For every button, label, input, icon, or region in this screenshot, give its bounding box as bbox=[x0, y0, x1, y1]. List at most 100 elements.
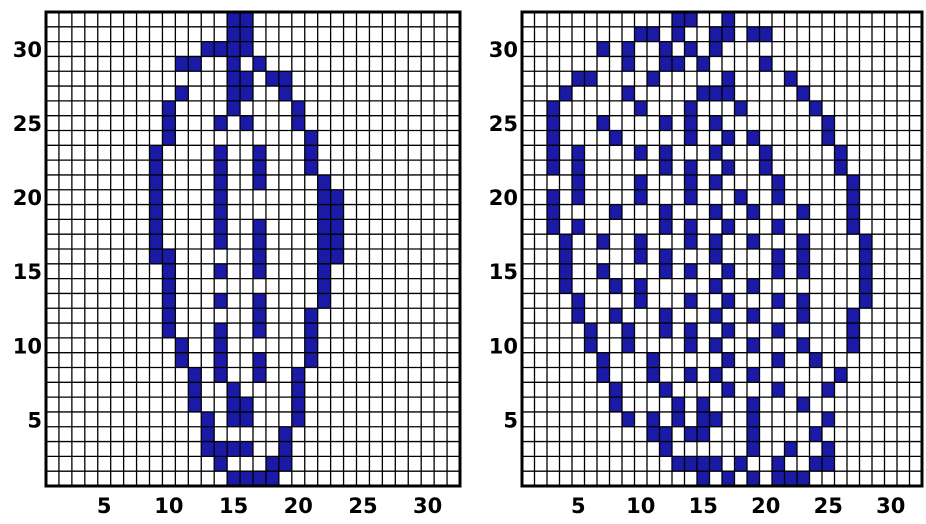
grid-cell bbox=[149, 189, 163, 205]
x-tick-label: 25 bbox=[348, 494, 377, 518]
grid-cell bbox=[547, 160, 560, 175]
grid-cell bbox=[697, 456, 710, 472]
grid-cell bbox=[784, 71, 797, 87]
grid-cell bbox=[847, 189, 860, 205]
grid-cell bbox=[330, 249, 344, 264]
grid-cell bbox=[722, 293, 735, 309]
grid-cell bbox=[709, 204, 722, 220]
grid-cell bbox=[697, 56, 710, 72]
grid-cell bbox=[709, 145, 722, 161]
grid-cell bbox=[162, 130, 176, 146]
grid-cell bbox=[201, 441, 215, 457]
grid-cell bbox=[214, 204, 228, 220]
grid-cell bbox=[162, 115, 176, 131]
grid-cell bbox=[659, 441, 672, 457]
grid-cell bbox=[822, 441, 835, 457]
grid-cell bbox=[201, 41, 215, 57]
grid-cell bbox=[278, 86, 292, 101]
grid-cell bbox=[747, 441, 760, 457]
grid-cell bbox=[697, 426, 710, 442]
grid-cell bbox=[317, 174, 331, 190]
x-tick-label: 10 bbox=[626, 494, 655, 518]
left-grid-chart-svg: 5 10 15 20 25 30 5 10 15 20 25 30 bbox=[13, 10, 462, 518]
grid-cell bbox=[659, 219, 672, 235]
grid-cell bbox=[227, 441, 241, 457]
grid-cell bbox=[253, 145, 266, 161]
grid-cell bbox=[547, 219, 560, 235]
grid-cell bbox=[709, 26, 722, 42]
grid-cell bbox=[772, 174, 785, 190]
grid-cell bbox=[709, 308, 722, 324]
grid-cell bbox=[622, 337, 635, 353]
grid-cell bbox=[253, 56, 266, 72]
grid-cell bbox=[672, 26, 685, 42]
grid-cell bbox=[597, 263, 610, 279]
x-tick-label: 5 bbox=[97, 494, 112, 518]
grid-cell bbox=[847, 337, 860, 353]
grid-cell bbox=[709, 234, 722, 249]
grid-cell bbox=[188, 56, 202, 72]
grid-cell bbox=[214, 367, 228, 383]
grid-cell bbox=[188, 367, 202, 383]
grid-cell bbox=[149, 145, 163, 161]
grid-cell bbox=[647, 411, 660, 427]
grid-cell bbox=[162, 249, 176, 264]
grid-cell bbox=[622, 41, 635, 57]
grid-cell bbox=[227, 26, 241, 42]
grid-cell bbox=[214, 441, 228, 457]
grid-cell bbox=[622, 86, 635, 101]
grid-cell bbox=[659, 204, 672, 220]
grid-cell bbox=[747, 471, 760, 486]
grid-cell bbox=[559, 86, 572, 101]
grid-cell bbox=[317, 189, 331, 205]
grid-cell bbox=[214, 219, 228, 235]
grid-cell bbox=[162, 100, 176, 116]
grid-cell bbox=[634, 174, 647, 190]
grid-cell bbox=[709, 249, 722, 264]
grid-cell bbox=[647, 367, 660, 383]
grid-cell bbox=[797, 263, 810, 279]
grid-cell bbox=[709, 86, 722, 101]
grid-cell bbox=[609, 382, 622, 398]
grid-cell bbox=[214, 115, 228, 131]
grid-cell bbox=[759, 145, 772, 161]
grid-cell bbox=[175, 86, 189, 101]
grid-cell bbox=[240, 41, 253, 57]
grid-cell bbox=[722, 471, 735, 486]
grid-cell bbox=[547, 100, 560, 116]
grid-cell bbox=[214, 456, 228, 472]
grid-cell bbox=[253, 174, 266, 190]
grid-cell bbox=[684, 115, 697, 131]
grid-cell bbox=[609, 130, 622, 146]
grid-cell bbox=[227, 100, 241, 116]
grid-cell bbox=[659, 160, 672, 175]
x-tick-label: 20 bbox=[751, 494, 780, 518]
grid-cell bbox=[697, 411, 710, 427]
grid-cell bbox=[572, 174, 585, 190]
grid-cell bbox=[214, 293, 228, 309]
grid-cell bbox=[265, 471, 279, 486]
grid-cell bbox=[847, 219, 860, 235]
grid-cell bbox=[634, 249, 647, 264]
grid-cell bbox=[149, 219, 163, 235]
grid-cell bbox=[822, 382, 835, 398]
grid-cell bbox=[162, 293, 176, 309]
grid-cell bbox=[772, 456, 785, 472]
grid-cell bbox=[834, 145, 847, 161]
grid-cell bbox=[709, 278, 722, 294]
grid-cell bbox=[784, 471, 797, 486]
y-tick-label: 10 bbox=[489, 334, 518, 358]
grid-cell bbox=[609, 308, 622, 324]
grid-cell bbox=[622, 323, 635, 338]
grid-cell bbox=[722, 352, 735, 368]
y-tick-label: 5 bbox=[503, 408, 518, 432]
grid-cell bbox=[214, 337, 228, 353]
right-grid-chart-svg: 5 10 15 20 25 30 5 10 15 20 25 30 bbox=[489, 10, 924, 518]
grid-cell bbox=[834, 160, 847, 175]
grid-cell bbox=[227, 71, 241, 87]
y-tick-label: 10 bbox=[13, 334, 42, 358]
grid-cell bbox=[634, 293, 647, 309]
grid-cell bbox=[672, 12, 685, 27]
grid-cell bbox=[797, 234, 810, 249]
grid-cell bbox=[659, 145, 672, 161]
